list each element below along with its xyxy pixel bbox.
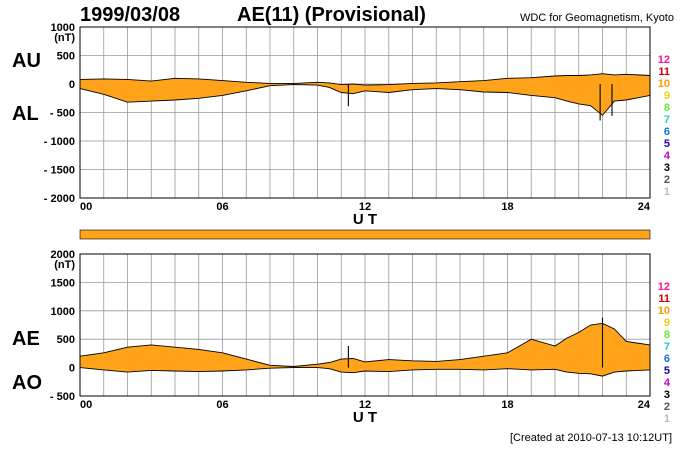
- top-station-number: 6: [664, 126, 670, 138]
- bottom-xtick-label: 06: [216, 399, 228, 411]
- separator-bar: [79, 229, 651, 240]
- bottom-ytick-label: 500: [57, 334, 75, 346]
- bottom-xtick-label: 12: [359, 399, 371, 411]
- bottom-ytick-label: 1500: [51, 277, 75, 289]
- bottom-xtick-label: 18: [501, 399, 513, 411]
- top-ytick-label: 500: [57, 51, 75, 63]
- top-station-number: 12: [658, 54, 670, 66]
- top-station-number: 7: [664, 114, 670, 126]
- bottom-frame: [79, 253, 651, 397]
- bottom-station-number: 1: [664, 413, 670, 425]
- page-title: AE(11) (Provisional): [237, 4, 426, 26]
- top-station-number: 8: [664, 102, 670, 114]
- top-station-number: 1: [664, 186, 670, 198]
- bottom-station-number: 2: [664, 401, 670, 413]
- bottom-unit-label: (nT): [54, 259, 75, 271]
- au-label: AU: [12, 50, 41, 72]
- bottom-ytick-label: 0: [69, 363, 75, 375]
- top-xlabel: U T: [353, 211, 377, 228]
- bottom-xlabel: U T: [353, 409, 377, 426]
- top-station-number: 5: [664, 138, 670, 150]
- ae-label: AE: [12, 328, 40, 350]
- bottom-station-number: 7: [664, 341, 670, 353]
- bottom-area: [80, 323, 650, 377]
- bottom-station-number: 8: [664, 329, 670, 341]
- bottom-station-number: 11: [658, 293, 670, 305]
- bottom-station-number: 10: [658, 305, 670, 317]
- bottom-station-number: 12: [658, 281, 670, 293]
- top-xtick-label: 24: [638, 201, 651, 213]
- top-station-number: 3: [664, 162, 670, 174]
- bottom-ytick-label: 1000: [51, 306, 75, 318]
- bottom-ytick-label: - 500: [50, 391, 75, 403]
- credit-label: WDC for Geomagnetism, Kyoto: [519, 12, 674, 24]
- created-label: [Created at 2010-07-13 10:12UT]: [509, 432, 672, 444]
- bottom-ao-line: [79, 367, 651, 377]
- top-xtick-label: 00: [80, 201, 92, 213]
- bottom-station-number: 6: [664, 353, 670, 365]
- top-xtick-label: 06: [216, 201, 228, 213]
- top-ytick-label: - 500: [50, 108, 75, 120]
- bottom-station-number: 3: [664, 389, 670, 401]
- bottom-ae-line: [79, 322, 651, 367]
- top-area: [80, 73, 650, 116]
- bottom-station-number: 5: [664, 365, 670, 377]
- top-station-number: 4: [664, 150, 671, 162]
- date-label: 1999/03/08: [80, 4, 181, 26]
- bottom-ytick-label: 2000: [51, 249, 75, 261]
- top-ytick-label: 0: [69, 79, 75, 91]
- top-unit-label: (nT): [54, 32, 75, 44]
- top-station-number: 2: [664, 174, 670, 186]
- bottom-station-number: 9: [664, 317, 670, 329]
- top-ytick-label: - 2000: [44, 193, 75, 205]
- top-ytick-label: - 1000: [44, 136, 75, 148]
- ao-label: AO: [12, 372, 42, 394]
- top-al-line: [79, 84, 651, 116]
- top-frame: [79, 26, 651, 199]
- al-label: AL: [12, 103, 39, 125]
- bottom-xtick-label: 00: [80, 399, 92, 411]
- top-station-number: 9: [664, 90, 670, 102]
- top-ytick-label: 1000: [51, 22, 75, 34]
- top-xtick-label: 18: [501, 201, 513, 213]
- top-xtick-label: 12: [359, 201, 371, 213]
- bottom-xtick-label: 24: [638, 399, 651, 411]
- top-ytick-label: - 1500: [44, 165, 75, 177]
- top-station-number: 10: [658, 78, 670, 90]
- top-au-line: [79, 73, 651, 86]
- top-station-number: 11: [658, 66, 670, 78]
- bottom-station-number: 4: [664, 377, 671, 389]
